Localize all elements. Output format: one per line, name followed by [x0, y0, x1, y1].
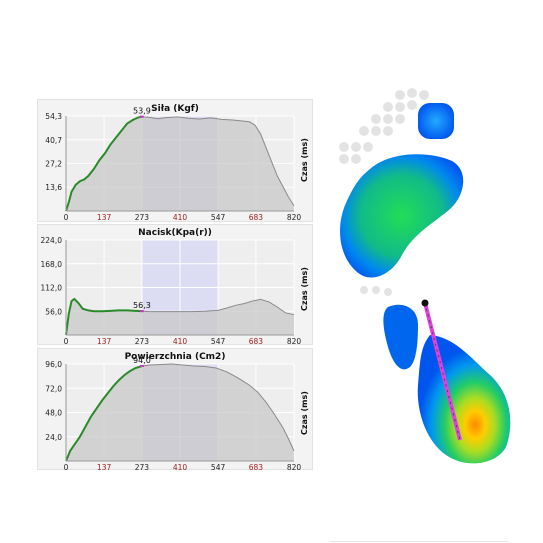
divider — [330, 541, 508, 542]
y-tick-label: 56,0 — [45, 307, 62, 316]
center-of-pressure-path — [421, 299, 462, 441]
x-tick-label: 820 — [287, 213, 302, 222]
surface-area-chart: 94,0 96,0 72,0 48,0 24,0 0 137 273 410 547 683 820 — [45, 356, 302, 471]
x-tick-label: 410 — [173, 463, 188, 471]
series-line-remaining — [141, 363, 295, 452]
x-tick-label: 410 — [173, 213, 188, 222]
pressure-chart: 56,3 224,0 168,0 112,0 56,0 0 137 273 410 547 683 8… — [41, 236, 302, 346]
x-tick-label: 683 — [249, 337, 264, 346]
y-tick-label: 40,7 — [45, 136, 62, 145]
series-line-loaded — [65, 365, 143, 462]
x-tick-label: 410 — [173, 337, 188, 346]
y-axis-label: Czas (ms) — [300, 138, 309, 182]
x-tick-label: 273 — [135, 213, 150, 222]
x-tick-label: 137 — [97, 213, 112, 222]
series-line-remaining — [141, 298, 295, 316]
y-axis-label: Czas (ms) — [300, 391, 309, 435]
chart-title: Powierzchnia (Cm2) — [124, 352, 226, 362]
y-tick-label: 13,6 — [45, 183, 62, 192]
chart-title: Nacisk(Kpa(r)) — [138, 228, 212, 238]
series-line-loaded — [65, 115, 143, 212]
x-tick-label: 137 — [97, 337, 112, 346]
y-tick-label: 96,0 — [45, 360, 62, 369]
y-tick-label: 168,0 — [41, 260, 63, 269]
y-tick-label: 72,0 — [45, 384, 62, 393]
force-chart-panel: 53,9 54,3 40,7 27,2 13,6 0 137 273 410 547 683 820 … — [37, 99, 313, 222]
y-tick-label: 112,0 — [41, 284, 63, 293]
y-tick-label: 27,2 — [45, 159, 62, 168]
x-tick-label: 820 — [287, 463, 302, 471]
series-area — [66, 116, 294, 211]
x-tick-label: 547 — [211, 213, 226, 222]
series-area — [66, 298, 294, 335]
x-tick-label: 547 — [211, 337, 226, 346]
area-chart-panel: 94,0 96,0 72,0 48,0 24,0 0 137 273 410 547 683 820 … — [37, 348, 313, 471]
series-line-loaded — [65, 297, 142, 336]
x-tick-label: 0 — [64, 213, 69, 222]
y-tick-label: 224,0 — [41, 236, 63, 245]
y-axis-label: Czas (ms) — [300, 267, 309, 311]
x-tick-label: 0 — [64, 463, 69, 471]
current-value-label: 56,3 — [133, 301, 151, 310]
x-tick-label: 273 — [135, 337, 150, 346]
force-chart: 53,9 54,3 40,7 27,2 13,6 0 137 273 410 547 683 820 — [45, 107, 302, 222]
toe-dots — [339, 88, 429, 296]
series-line-remaining — [141, 116, 295, 207]
toe-pressure-area — [418, 103, 454, 139]
current-value-label: 94,0 — [133, 356, 151, 365]
x-tick-label: 820 — [287, 337, 302, 346]
y-tick-label: 48,0 — [45, 409, 62, 418]
heel-pressure-area — [417, 335, 511, 464]
chart-title: Siła (Kgf) — [151, 104, 199, 114]
forefoot-pressure-area — [340, 154, 464, 278]
footprint-pressure-map — [339, 88, 511, 464]
x-tick-label: 273 — [135, 463, 150, 471]
y-tick-label: 24,0 — [45, 433, 62, 442]
series-area — [66, 364, 294, 461]
pressure-chart-panel: 56,3 224,0 168,0 112,0 56,0 0 137 273 410 547 683 8… — [37, 224, 313, 346]
y-tick-label: 54,3 — [45, 112, 62, 121]
x-tick-label: 683 — [249, 213, 264, 222]
lower-toe-pressure-area — [383, 304, 418, 370]
x-tick-label: 683 — [249, 463, 264, 471]
x-tick-label: 547 — [211, 463, 226, 471]
x-tick-label: 0 — [64, 337, 69, 346]
x-tick-label: 137 — [97, 463, 112, 471]
current-value-label: 53,9 — [133, 107, 151, 116]
